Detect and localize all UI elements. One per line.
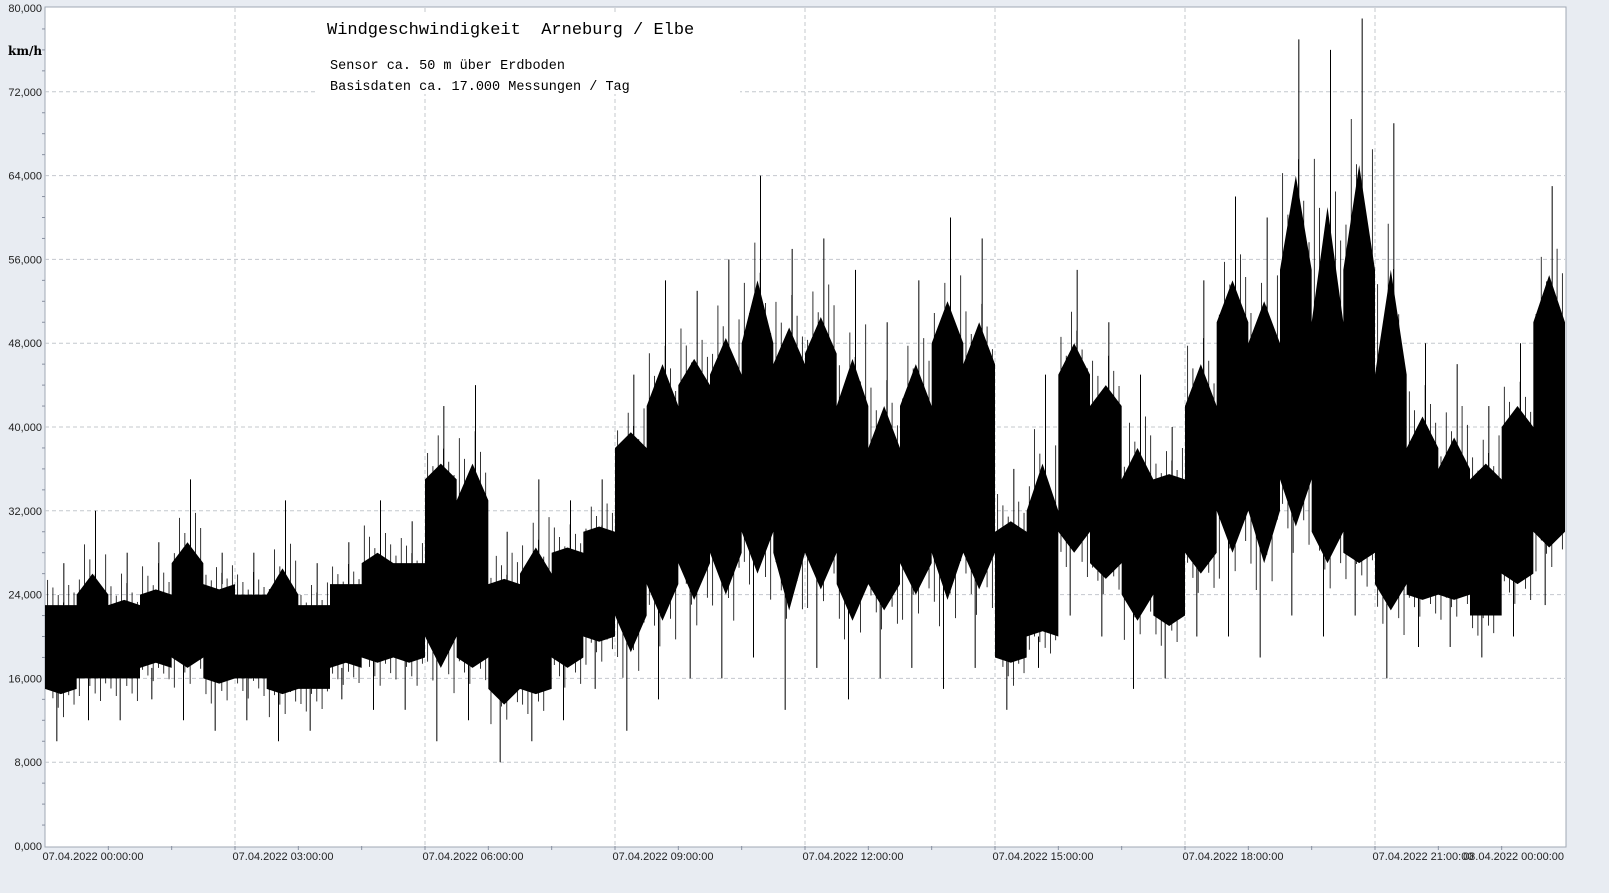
y-tick-label: 32,000: [8, 506, 42, 518]
y-tick-label: 0,000: [14, 841, 42, 853]
series-band: [45, 165, 1565, 705]
y-tick-label: 16,000: [8, 673, 42, 685]
chart-subtitle-1: Sensor ca. 50 m über Erdboden: [330, 59, 565, 74]
x-tick-label: 07.04.2022 03:00:00: [233, 851, 334, 863]
y-tick-label: 72,000: [8, 87, 42, 99]
x-tick-label: 07.04.2022 09:00:00: [613, 851, 714, 863]
y-axis: 0,000 8,000 16,000 24,000 32,000 40,000 48,000…: [8, 3, 45, 853]
y-tick-label: 48,000: [8, 338, 42, 350]
x-tick-label: 07.04.2022 21:00:00: [1373, 851, 1474, 863]
chart-title: Windgeschwindigkeit Arneburg / Elbe: [327, 21, 694, 40]
x-tick-label: 07.04.2022 18:00:00: [1183, 851, 1284, 863]
title-box: [318, 14, 740, 94]
x-axis: 07.04.2022 00:00:00 07.04.2022 03:00:00 07…: [43, 846, 1564, 863]
x-tick-label: 07.04.2022 15:00:00: [993, 851, 1094, 863]
x-tick-label: 07.04.2022 12:00:00: [803, 851, 904, 863]
y-tick-label: 56,000: [8, 254, 42, 266]
series-wind-speed: [45, 18, 1565, 763]
chart-subtitle-2: Basisdaten ca. 17.000 Messungen / Tag: [330, 80, 630, 95]
y-tick-label: 24,000: [8, 590, 42, 602]
y-tick-label: 80,000: [8, 3, 42, 15]
y-tick-label: 8,000: [14, 757, 42, 769]
y-tick-label: 64,000: [8, 171, 42, 183]
x-tick-label: 07.04.2022 06:00:00: [423, 851, 524, 863]
x-tick-label: 08.04.2022 00:00:00: [1463, 851, 1564, 863]
y-tick-label: 40,000: [8, 422, 42, 434]
y-axis-unit: km/h: [8, 44, 42, 58]
x-tick-label: 07.04.2022 00:00:00: [43, 851, 144, 863]
